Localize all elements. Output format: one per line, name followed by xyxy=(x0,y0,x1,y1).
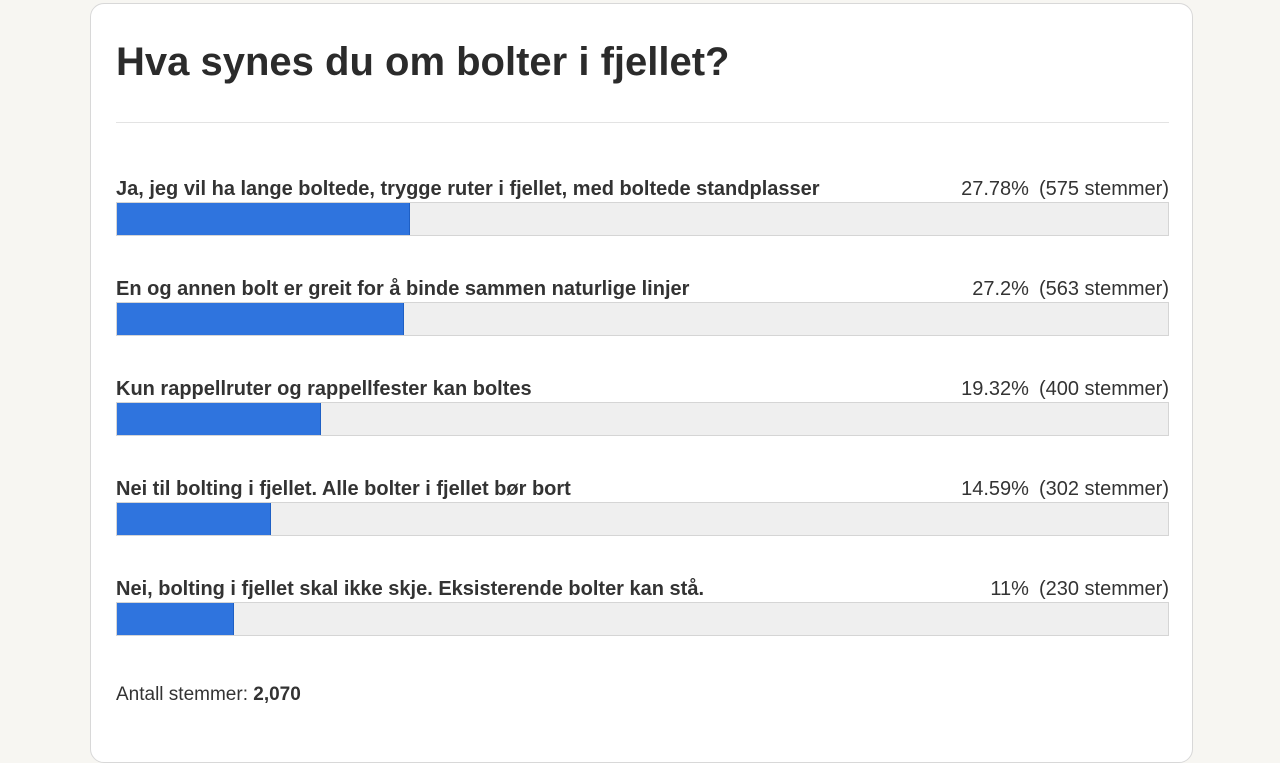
option-votes: (302 stemmer) xyxy=(1038,478,1169,500)
option-label: Kun rappellruter og rappellfester kan bo… xyxy=(116,378,532,400)
option-stats: 14.59% (302 stemmer) xyxy=(961,478,1169,501)
option-votes: (230 stemmer) xyxy=(1038,578,1169,600)
poll-option: Kun rappellruter og rappellfester kan bo… xyxy=(116,378,1169,458)
result-bar xyxy=(116,202,1169,236)
poll-option: En og annen bolt er greit for å binde sa… xyxy=(116,278,1169,358)
option-percent: 27.78% xyxy=(961,178,1029,200)
divider xyxy=(116,122,1169,123)
option-stats: 19.32% (400 stemmer) xyxy=(961,378,1169,401)
option-label: Ja, jeg vil ha lange boltede, trygge rut… xyxy=(116,178,820,200)
total-votes-value: 2,070 xyxy=(253,684,301,705)
result-bar-fill xyxy=(117,503,272,535)
option-percent: 14.59% xyxy=(961,478,1029,500)
option-percent: 27.2% xyxy=(972,278,1029,300)
poll-card: Hva synes du om bolter i fjellet? Ja, je… xyxy=(90,3,1193,763)
poll-option: Nei til bolting i fjellet. Alle bolter i… xyxy=(116,478,1169,558)
result-bar xyxy=(116,302,1169,336)
result-bar-fill xyxy=(117,403,322,435)
result-bar xyxy=(116,402,1169,436)
result-bar-fill xyxy=(117,203,410,235)
option-label: Nei, bolting i fjellet skal ikke skje. E… xyxy=(116,578,705,600)
option-stats: 11% (230 stemmer) xyxy=(990,578,1169,601)
option-percent: 19.32% xyxy=(961,378,1029,400)
option-stats: 27.78% (575 stemmer) xyxy=(961,178,1169,201)
result-bar xyxy=(116,602,1169,636)
poll-option: Ja, jeg vil ha lange boltede, trygge rut… xyxy=(116,178,1169,258)
option-votes: (563 stemmer) xyxy=(1038,278,1169,300)
option-stats: 27.2% (563 stemmer) xyxy=(972,278,1169,301)
total-votes: Antall stemmer: 2,070 xyxy=(116,684,301,706)
total-votes-label: Antall stemmer: xyxy=(116,684,248,705)
result-bar-fill xyxy=(117,303,404,335)
poll-title: Hva synes du om bolter i fjellet? xyxy=(116,40,730,84)
poll-option: Nei, bolting i fjellet skal ikke skje. E… xyxy=(116,578,1169,658)
option-percent: 11% xyxy=(990,578,1029,600)
result-bar xyxy=(116,502,1169,536)
option-votes: (575 stemmer) xyxy=(1038,178,1169,200)
option-label: Nei til bolting i fjellet. Alle bolter i… xyxy=(116,478,571,500)
option-votes: (400 stemmer) xyxy=(1038,378,1169,400)
result-bar-fill xyxy=(117,603,234,635)
option-label: En og annen bolt er greit for å binde sa… xyxy=(116,278,690,300)
